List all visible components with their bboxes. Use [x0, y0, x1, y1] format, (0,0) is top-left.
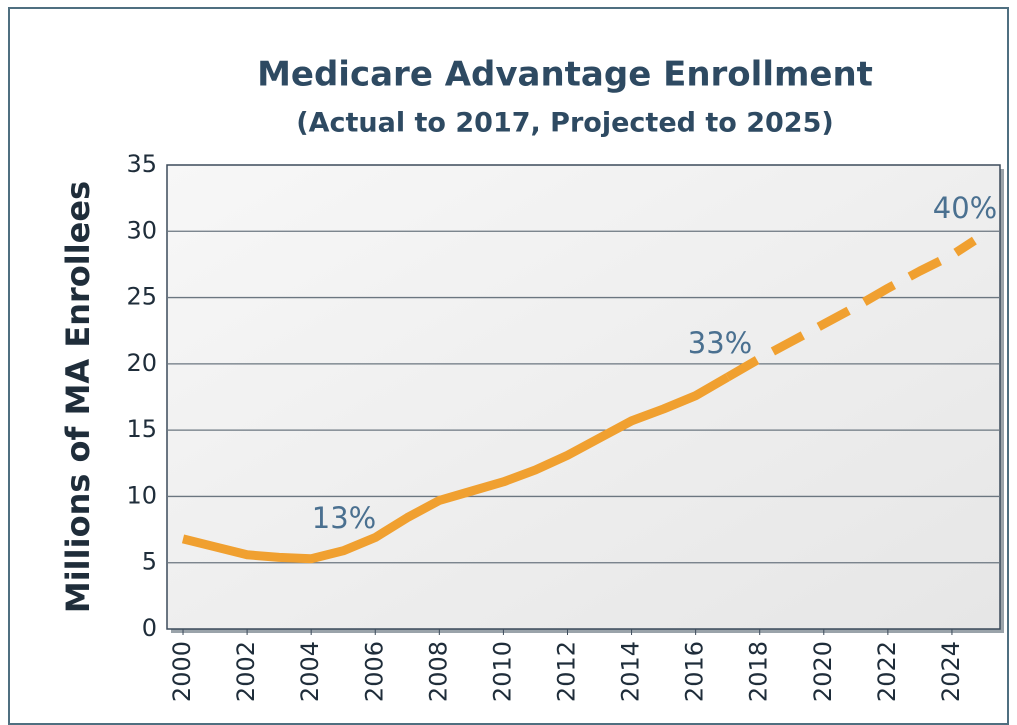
x-tick-label: 2018 — [745, 641, 773, 702]
x-tick-label: 2020 — [809, 641, 837, 702]
y-tick-label: 25 — [126, 283, 157, 311]
data-line — [181, 373, 730, 564]
y-tick-label: 5 — [142, 548, 157, 576]
chart-title: Medicare Advantage Enrollment — [257, 55, 873, 95]
x-tick-label: 2000 — [168, 641, 196, 702]
annotation: 40% — [933, 191, 997, 225]
y-tick-label: 20 — [126, 349, 157, 377]
x-tick-label: 2010 — [488, 641, 516, 702]
y-tick-label: 30 — [126, 216, 157, 244]
x-tick-label: 2012 — [552, 641, 580, 702]
y-tick-label: 0 — [142, 614, 157, 642]
x-tick-label: 2016 — [681, 641, 709, 702]
x-tick-label: 2008 — [424, 641, 452, 702]
y-tick-label: 10 — [126, 481, 157, 509]
x-tick-label: 2006 — [360, 641, 388, 702]
chart-subtitle: (Actual to 2017, Projected to 2025) — [296, 108, 833, 139]
y-tick-label: 35 — [126, 150, 157, 178]
x-tick-label: 2024 — [937, 641, 965, 702]
plot-area — [166, 164, 1001, 630]
x-tick-label: 2002 — [232, 641, 260, 702]
annotation: 33% — [688, 326, 752, 360]
x-tick-label: 2004 — [296, 641, 324, 702]
y-tick-label: 15 — [126, 415, 157, 443]
annotation: 13% — [312, 501, 376, 535]
x-tick-label: 2022 — [873, 641, 901, 702]
y-axis-label: Millions of MA Enrollees — [59, 181, 97, 613]
x-tick-label: 2014 — [617, 641, 645, 702]
